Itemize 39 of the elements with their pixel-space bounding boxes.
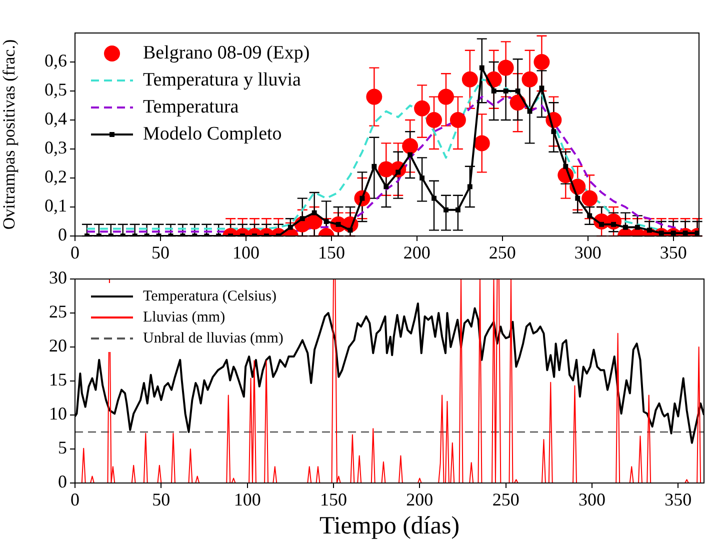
x-tick-label: 250 — [492, 490, 520, 510]
y-axis-title: Ovitrampas positivas (frac.) — [0, 39, 19, 230]
x-tick-label: 50 — [151, 242, 170, 263]
x-tick-label: 100 — [234, 490, 261, 510]
x-tick-label: 0 — [70, 490, 80, 510]
legend-label: Modelo Completo — [143, 123, 282, 144]
x-tick-label: 350 — [660, 242, 687, 263]
y-tick-label: 0,3 — [44, 138, 67, 158]
y-tick-label: 0 — [58, 472, 67, 492]
y-tick-label: 0,5 — [44, 80, 67, 100]
x-tick-label: 200 — [403, 242, 430, 263]
y-tick-label: 0,6 — [44, 50, 67, 71]
x-tick-label: 100 — [232, 242, 260, 263]
y-tick-label: 30 — [49, 268, 67, 288]
x-tick-label: 150 — [320, 490, 347, 510]
x-tick-label: 350 — [664, 490, 692, 510]
y-tick-label: 0,2 — [44, 166, 67, 187]
y-tick-label: 10 — [49, 404, 67, 424]
x-tick-label: 300 — [578, 490, 606, 510]
y-tick-label: 0 — [58, 224, 67, 245]
x-tick-label: 300 — [574, 242, 602, 263]
y-tick-label: 0,1 — [44, 196, 67, 216]
y-tick-label: 15 — [49, 370, 67, 390]
legend-label: Temperatura (Celsius) — [143, 288, 276, 304]
y-tick-label: 5 — [58, 438, 67, 458]
legend-label: Temperatura y lluvia — [143, 69, 302, 90]
x-tick-label: 0 — [70, 242, 80, 263]
x-tick-label: 200 — [406, 490, 434, 510]
x-axis-title: Tiempo (días) — [319, 512, 460, 540]
legend-label: Temperatura — [143, 96, 240, 118]
legend-label: Belgrano 08-09 (Exp) — [143, 42, 310, 64]
y-tick-label: 0,4 — [44, 108, 67, 129]
x-tick-label: 250 — [488, 242, 516, 263]
legend-label: Lluvias (mm) — [143, 309, 226, 326]
x-tick-label: 150 — [318, 242, 345, 263]
y-tick-label: 20 — [49, 336, 67, 356]
y-tick-label: 25 — [49, 302, 67, 322]
x-tick-label: 50 — [152, 490, 170, 510]
legend-label: Unbral de lluvias (mm) — [143, 330, 284, 346]
